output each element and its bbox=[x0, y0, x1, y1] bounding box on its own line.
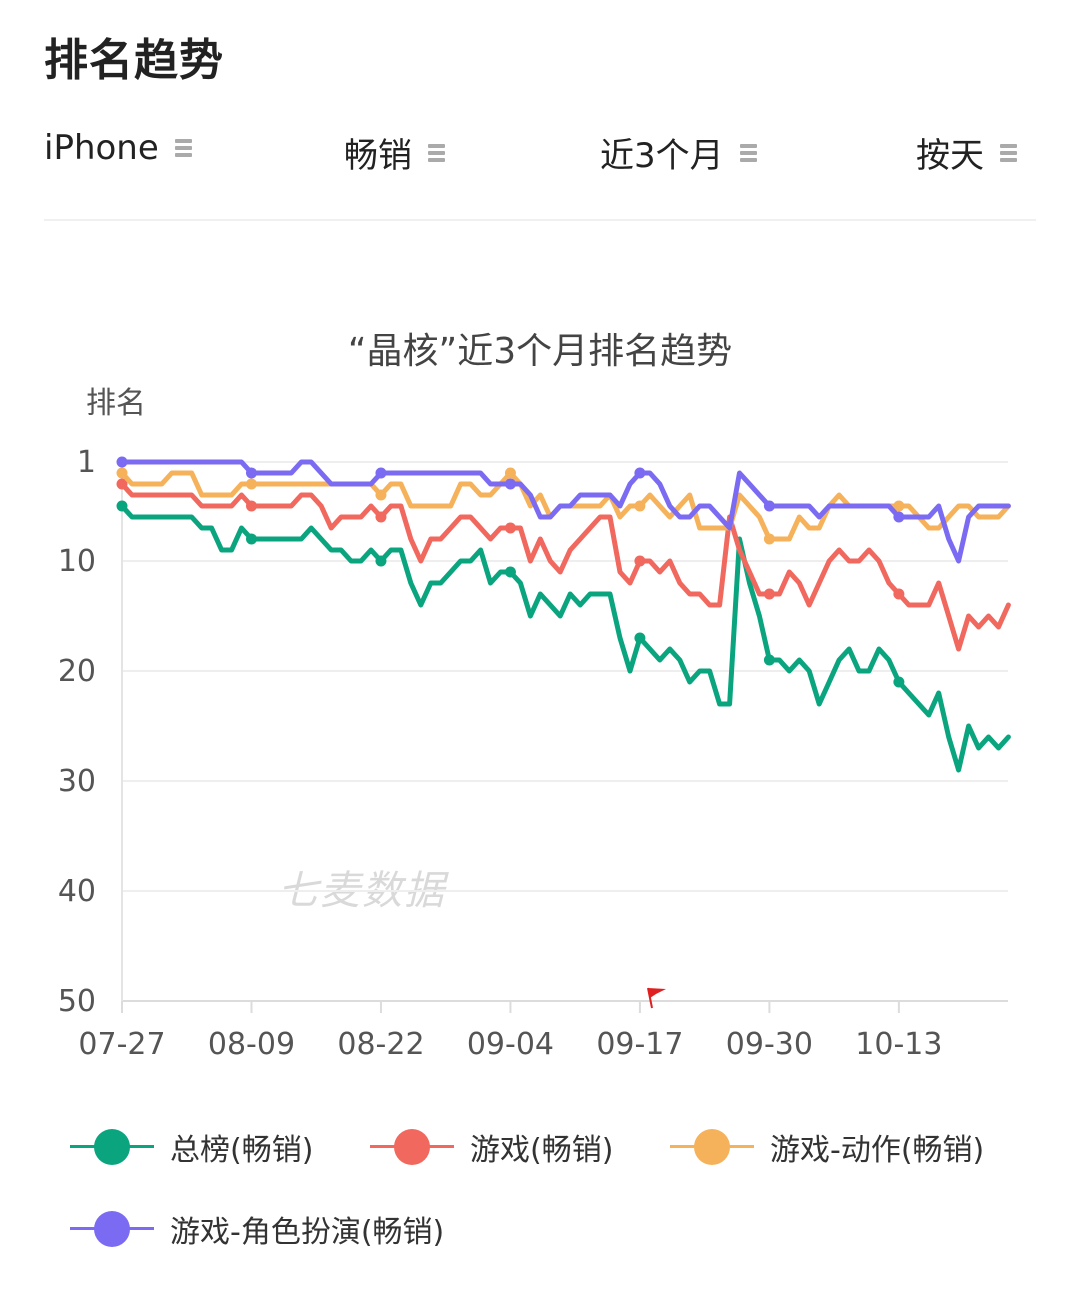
filter-device-dropdown[interactable]: iPhone bbox=[44, 128, 192, 168]
svg-text:09-30: 09-30 bbox=[726, 1027, 813, 1062]
chart-lines bbox=[116, 456, 1011, 773]
svg-text:10-13: 10-13 bbox=[855, 1027, 942, 1062]
line-chart[interactable]: 1 10 20 30 40 50 07-27 08-09 08-22 09-04 09-17 09-… bbox=[0, 0, 1080, 1100]
legend-label: 总榜(畅销) bbox=[170, 1133, 314, 1168]
menu-icon bbox=[428, 142, 445, 164]
svg-text:1: 1 bbox=[77, 445, 96, 480]
legend-marker-icon bbox=[670, 1129, 754, 1165]
filter-period-label: 近3个月 bbox=[600, 136, 724, 176]
filter-bar: iPhone 畅销 近3个月 按天 bbox=[44, 128, 1036, 192]
filter-device-label: iPhone bbox=[44, 128, 159, 168]
chart-title: “晶核”近3个月排名趋势 bbox=[347, 331, 733, 372]
divider bbox=[44, 219, 1036, 221]
filter-chart-type-label: 畅销 bbox=[344, 136, 412, 176]
flag-icon[interactable] bbox=[647, 987, 666, 1009]
legend-marker-icon bbox=[70, 1129, 154, 1165]
svg-text:07-27: 07-27 bbox=[78, 1027, 165, 1062]
svg-text:50: 50 bbox=[58, 984, 96, 1019]
menu-icon bbox=[1000, 142, 1017, 164]
filter-granularity-dropdown[interactable]: 按天 bbox=[916, 128, 1017, 177]
legend-label: 游戏-动作(畅销) bbox=[770, 1133, 985, 1168]
legend-item-games-action[interactable]: 游戏-动作(畅销) bbox=[670, 1125, 984, 1169]
y-axis-label: 排名 bbox=[86, 386, 146, 421]
legend-marker-icon bbox=[70, 1211, 154, 1247]
page-title: 排名趋势 bbox=[44, 35, 224, 86]
legend-item-games[interactable]: 游戏(畅销) bbox=[370, 1125, 613, 1169]
x-axis: 07-27 08-09 08-22 09-04 09-17 09-30 10-13 bbox=[78, 1001, 942, 1062]
svg-text:08-22: 08-22 bbox=[337, 1027, 424, 1062]
menu-icon bbox=[174, 137, 192, 159]
legend-item-overall[interactable]: 总榜(畅销) bbox=[70, 1125, 313, 1169]
y-axis-ticks: 1 10 20 30 40 50 bbox=[58, 445, 96, 1019]
legend-marker-icon bbox=[370, 1129, 454, 1165]
svg-text:30: 30 bbox=[58, 764, 96, 799]
legend-item-games-rpg[interactable]: 游戏-角色扮演(畅销) bbox=[70, 1207, 444, 1251]
svg-text:40: 40 bbox=[58, 874, 96, 909]
legend-label: 游戏(畅销) bbox=[470, 1133, 614, 1168]
svg-text:20: 20 bbox=[58, 654, 96, 689]
svg-text:08-09: 08-09 bbox=[208, 1027, 295, 1062]
menu-icon bbox=[739, 142, 757, 164]
svg-text:09-17: 09-17 bbox=[596, 1027, 683, 1062]
legend-label: 游戏-角色扮演(畅销) bbox=[170, 1215, 445, 1250]
svg-text:09-04: 09-04 bbox=[467, 1027, 554, 1062]
svg-text:10: 10 bbox=[58, 544, 96, 579]
filter-granularity-label: 按天 bbox=[916, 136, 984, 176]
filter-period-dropdown[interactable]: 近3个月 bbox=[600, 128, 757, 177]
filter-chart-type-dropdown[interactable]: 畅销 bbox=[344, 128, 445, 177]
